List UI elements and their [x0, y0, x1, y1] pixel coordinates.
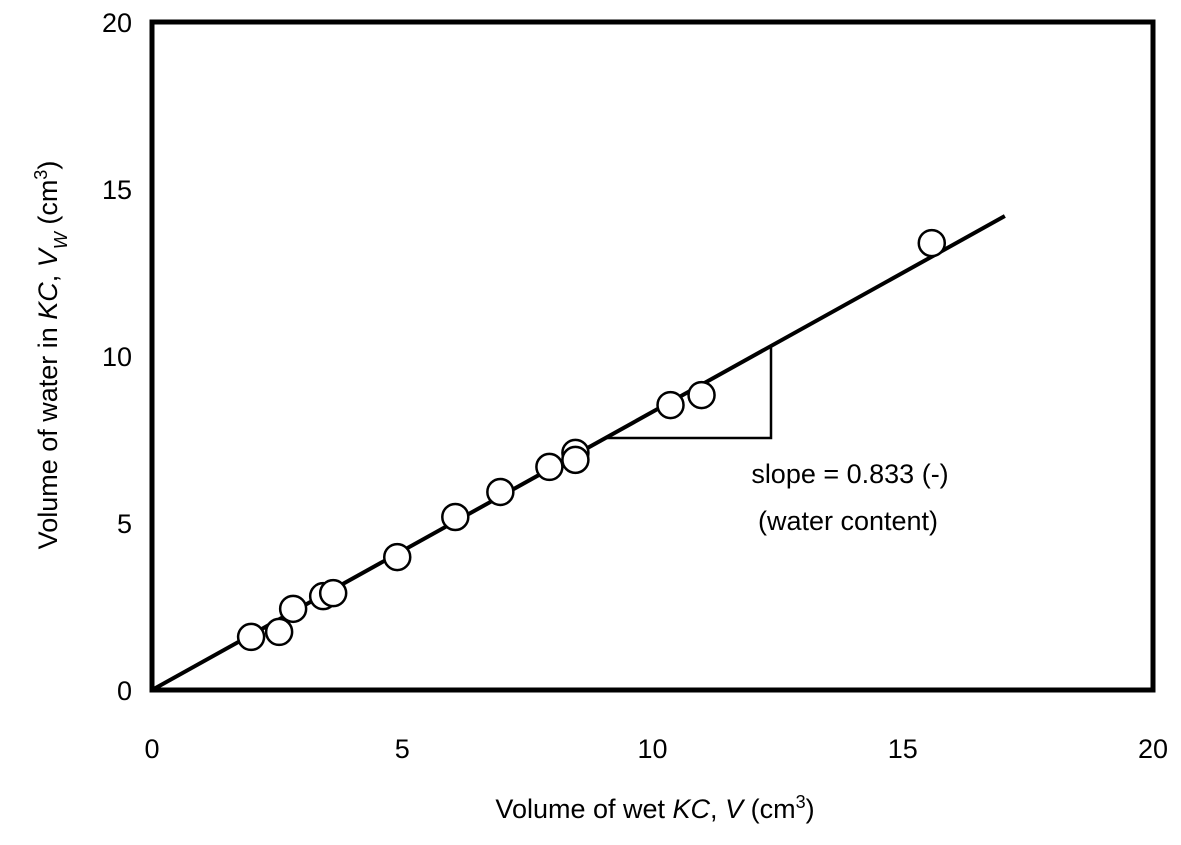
data-point: [236, 622, 266, 652]
y-tick-label: 5: [117, 509, 132, 539]
annotation: (water content): [758, 506, 938, 536]
data-point: [264, 617, 294, 647]
label-part: Volume of water in: [33, 320, 63, 550]
label-part: V: [33, 246, 63, 267]
label-part: KC: [33, 282, 63, 320]
x-tick-label: 10: [637, 734, 667, 764]
data-point: [561, 445, 590, 475]
label-part: Volume of wet: [495, 794, 672, 824]
data-point: [687, 380, 716, 410]
label-part: (cm: [743, 794, 795, 824]
data-point: [656, 390, 685, 420]
label-part: 3: [31, 170, 51, 180]
label-part: V: [725, 794, 746, 824]
label-part: (cm: [33, 180, 63, 232]
label-part: W: [51, 230, 71, 249]
x-tick-label: 0: [144, 734, 159, 764]
x-tick-label: 15: [888, 734, 918, 764]
label-part: ,: [710, 794, 725, 824]
data-point: [486, 477, 515, 507]
data-point: [917, 228, 947, 258]
y-axis-label: Volume of water in KC, VW (cm3): [31, 161, 71, 550]
annotation: slope = 0.833 (-): [751, 459, 948, 489]
label-part: 3: [796, 792, 806, 812]
data-point: [535, 452, 564, 482]
y-tick-label: 10: [102, 342, 132, 372]
y-tick-label: 15: [102, 175, 132, 205]
label-part: ,: [33, 267, 63, 282]
data-point: [441, 502, 470, 532]
y-tick-label: 0: [117, 676, 132, 706]
y-tick-label: 20: [102, 8, 132, 38]
label-part: ): [33, 161, 63, 170]
label-part: ): [806, 794, 815, 824]
data-point: [318, 578, 348, 608]
data-point: [278, 594, 308, 624]
data-point: [382, 542, 412, 572]
plot-frame: [149, 19, 1156, 693]
slope-triangle: [607, 346, 773, 440]
x-tick-label: 5: [395, 734, 410, 764]
x-axis-label: Volume of wet KC, V (cm3): [495, 792, 814, 824]
x-tick-label: 20: [1138, 734, 1168, 764]
label-part: KC: [673, 794, 711, 824]
